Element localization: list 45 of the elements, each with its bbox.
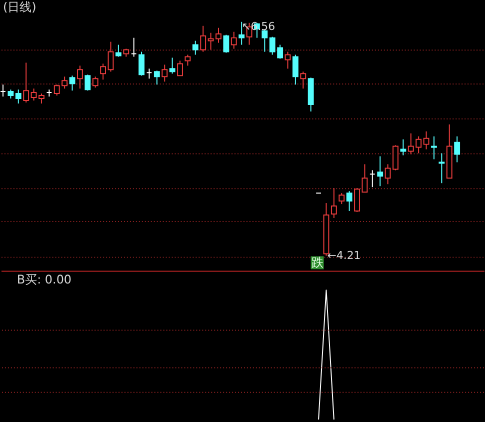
candlestick	[362, 164, 368, 193]
candlestick	[69, 75, 76, 92]
candlestick	[100, 63, 106, 80]
candlestick	[130, 37, 137, 58]
candlestick	[354, 188, 360, 212]
candlestick	[292, 54, 298, 86]
candlestick	[146, 68, 152, 80]
candlestick	[438, 152, 445, 184]
candlestick	[154, 70, 160, 86]
candlestick	[423, 130, 430, 150]
candlestick	[115, 44, 122, 58]
candlestick	[30, 88, 37, 102]
candlestick	[223, 34, 230, 54]
chart-title: (日线)	[2, 0, 36, 14]
candlestick	[184, 54, 191, 66]
candlestick	[162, 64, 168, 82]
candlestick	[0, 84, 6, 98]
candlestick	[300, 71, 306, 90]
candlestick	[262, 29, 268, 52]
candlestick	[84, 74, 91, 92]
candlestick	[238, 21, 245, 46]
candlestick	[169, 57, 176, 74]
candlestick	[23, 62, 30, 104]
candlestick	[230, 31, 237, 50]
annotation: ←4.21	[327, 248, 361, 262]
candlestick	[92, 76, 98, 88]
candlestick	[330, 188, 337, 218]
candlestick	[138, 51, 144, 76]
candlestick	[431, 136, 437, 160]
candlestick	[400, 138, 406, 156]
candlestick	[192, 40, 198, 56]
candlestick	[108, 41, 114, 72]
candlestick	[377, 156, 384, 187]
candlestick	[454, 136, 460, 163]
candlestick	[15, 89, 22, 104]
candlestick	[177, 60, 183, 76]
candlestick	[200, 25, 206, 52]
candlestick	[338, 192, 345, 205]
candlestick	[76, 65, 83, 90]
annotation: 跌	[311, 256, 324, 270]
chart-title: B买: 0.00	[16, 272, 72, 287]
candlestick	[369, 170, 376, 188]
candlestick	[284, 51, 291, 70]
candlestick	[38, 93, 44, 104]
candlestick	[346, 190, 352, 212]
